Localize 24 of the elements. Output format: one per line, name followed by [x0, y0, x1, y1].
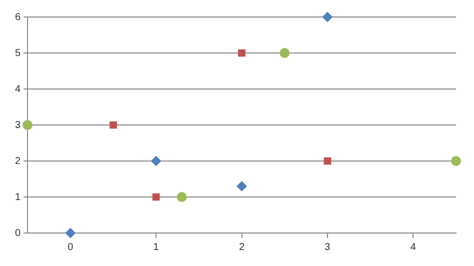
x-tick-label: 4	[410, 242, 416, 253]
point	[238, 49, 246, 57]
x-tick-label: 1	[153, 242, 160, 253]
y-tick-label: 5	[15, 48, 21, 59]
y-tick-label: 0	[15, 228, 21, 239]
point	[324, 157, 332, 165]
y-tick-label: 2	[15, 156, 21, 167]
point	[280, 48, 290, 58]
x-tick-label: 0	[68, 242, 74, 253]
point	[65, 228, 76, 238]
point	[152, 193, 160, 201]
point	[322, 12, 332, 22]
x-tick-label: 2	[239, 242, 245, 253]
y-tick-label: 6	[15, 12, 21, 23]
y-tick-label: 3	[15, 120, 21, 131]
point	[151, 156, 162, 166]
point	[451, 156, 461, 166]
point	[176, 192, 187, 202]
point	[110, 121, 117, 129]
y-tick-label: 1	[15, 192, 21, 203]
point	[236, 181, 247, 192]
point	[22, 120, 33, 130]
x-tick-label: 3	[324, 242, 331, 253]
y-tick-label: 4	[15, 84, 21, 95]
